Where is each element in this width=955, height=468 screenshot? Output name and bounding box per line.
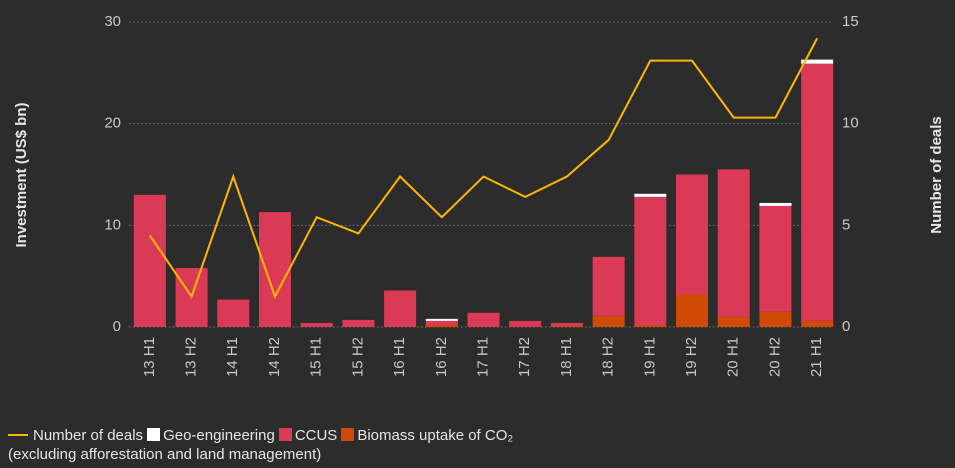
bar-segment [676, 174, 709, 295]
bar-segment [676, 294, 709, 327]
y-tick-label: 30 [104, 13, 121, 30]
legend-label: Number of deals [33, 427, 144, 444]
bar-segment [509, 320, 542, 327]
bar-segment [425, 320, 458, 325]
bar-segment [258, 212, 291, 327]
bar-segment [342, 319, 375, 327]
x-tick-label: 16 H2 [433, 337, 450, 377]
y2-tick-label: 5 [842, 216, 850, 233]
bar-segment [550, 322, 583, 326]
bar-segment [717, 169, 750, 317]
legend-swatch [278, 428, 292, 441]
x-tick-label: 15 H2 [349, 337, 366, 377]
x-tick-label: 18 H1 [558, 337, 575, 377]
bar-segment [801, 320, 834, 327]
legend-swatch [341, 428, 355, 441]
x-tick-label: 13 H1 [141, 337, 158, 377]
x-tick-label: 14 H2 [266, 337, 283, 377]
x-tick-label: 21 H1 [808, 337, 825, 377]
bar-segment [467, 312, 500, 327]
legend-label: Geo-engineering [163, 427, 275, 444]
bar-segment [592, 315, 625, 327]
bar-segment [801, 63, 834, 321]
y2-tick-label: 15 [842, 13, 859, 30]
bar-segment [425, 318, 458, 321]
legend: Number of deals Geo-engineering CCUS Biomas… [8, 426, 513, 464]
bar-segment [759, 202, 792, 207]
y-tick-label: 0 [113, 318, 121, 335]
deals-line [149, 37, 819, 300]
bar-segment [217, 299, 250, 327]
bar-segment [384, 290, 417, 327]
x-tick-label: 13 H2 [183, 337, 200, 377]
x-tick-label: 19 H2 [683, 337, 700, 377]
bar-segment [592, 256, 625, 316]
bar-segment [133, 194, 166, 327]
legend-swatch [147, 428, 161, 441]
bar-segment [801, 59, 834, 64]
x-tick-label: 18 H2 [600, 337, 617, 377]
x-tick-label: 20 H2 [766, 337, 783, 377]
y2-tick-label: 10 [842, 115, 859, 132]
bar-segment [425, 324, 458, 327]
y2-tick-label: 0 [842, 318, 850, 335]
x-tick-label: 14 H1 [224, 337, 241, 377]
bar-segment [634, 324, 667, 327]
legend-label: CCUS [294, 427, 338, 444]
bar-segment [634, 196, 667, 325]
chart: Investment (US$ bn) Number of deals 0 10 2… [13, 13, 945, 377]
legend-label: Biomass uptake of CO₂ [357, 427, 514, 444]
y-tick-label: 10 [104, 216, 121, 233]
x-tick-label: 16 H1 [391, 337, 408, 377]
x-tick-label: 19 H1 [641, 337, 658, 377]
x-tick-label: 17 H1 [474, 337, 491, 377]
y-tick-label: 20 [104, 115, 121, 132]
y2-axis-title: Number of deals [928, 116, 945, 234]
bar-segment [634, 193, 667, 197]
bar-segment [759, 311, 792, 327]
x-tick-label: 15 H1 [308, 337, 325, 377]
x-tick-label: 17 H2 [516, 337, 533, 377]
bar-segment [300, 322, 333, 327]
bar-segment [759, 206, 792, 312]
bar-segment [717, 316, 750, 327]
bar-segment [550, 325, 583, 327]
legend-note: (excluding afforestation and land manage… [8, 446, 322, 463]
x-tick-label: 20 H1 [725, 337, 742, 377]
y-axis-title: Investment (US$ bn) [13, 102, 30, 247]
legend-swatch [8, 434, 28, 436]
